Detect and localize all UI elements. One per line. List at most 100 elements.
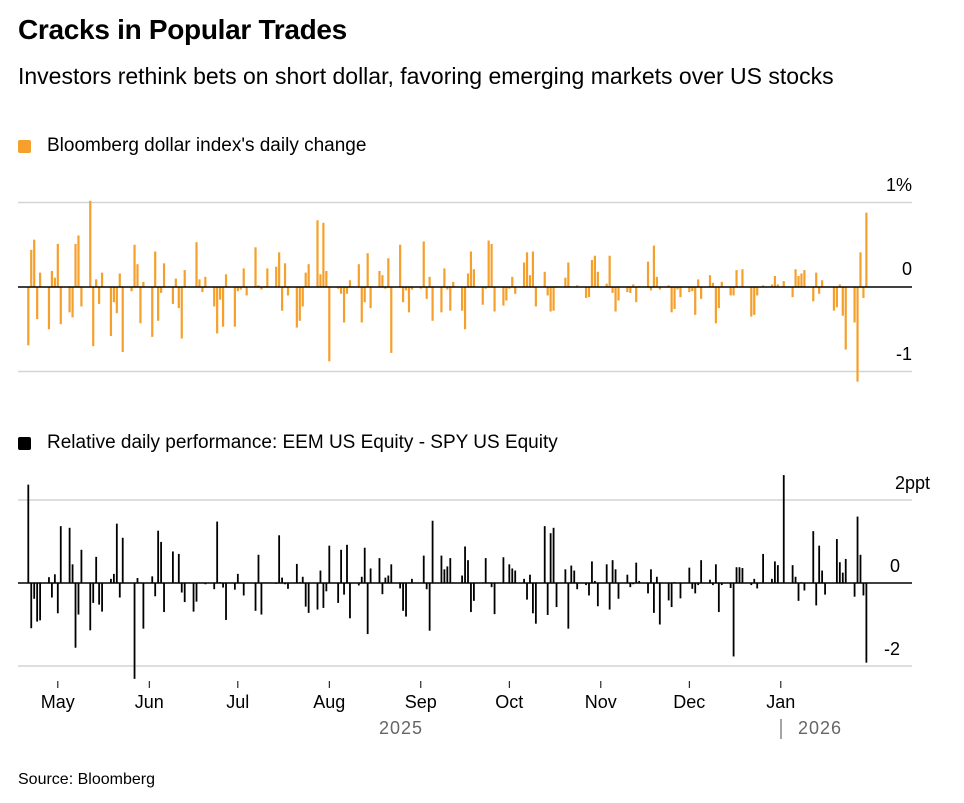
- bar: [490, 243, 493, 287]
- bar: [761, 285, 765, 287]
- bar: [493, 583, 496, 615]
- bar: [584, 287, 588, 298]
- bar: [646, 261, 650, 287]
- bar: [549, 533, 552, 583]
- y-tick-label: -1: [895, 344, 912, 364]
- bar: [770, 284, 774, 287]
- bar: [410, 287, 414, 290]
- bar: [738, 567, 741, 583]
- legend-swatch-black: [18, 436, 31, 450]
- bar: [198, 279, 201, 287]
- bar: [529, 574, 531, 583]
- bar: [782, 281, 785, 287]
- bar: [466, 273, 470, 287]
- month-label-may: May: [40, 692, 75, 712]
- bar: [177, 287, 180, 309]
- bar: [658, 583, 661, 625]
- bar: [487, 240, 490, 287]
- bar: [514, 287, 517, 294]
- bar: [647, 583, 649, 594]
- bar: [694, 583, 697, 594]
- bar: [51, 583, 53, 598]
- bar: [821, 280, 824, 287]
- bar: [667, 285, 670, 287]
- bar: [204, 276, 207, 287]
- bar: [720, 281, 723, 287]
- bar: [614, 287, 617, 312]
- bar: [307, 583, 310, 613]
- bar: [95, 556, 98, 583]
- bar: [756, 583, 759, 589]
- bar: [39, 272, 42, 287]
- bar: [322, 222, 325, 287]
- bar: [381, 275, 384, 287]
- bar: [587, 287, 591, 298]
- bar: [254, 247, 257, 287]
- bar: [407, 287, 411, 313]
- bar: [473, 583, 475, 601]
- bar: [121, 287, 124, 353]
- y-tick-label: 1%: [885, 175, 912, 195]
- bar: [652, 245, 656, 287]
- bar: [626, 574, 629, 583]
- bar: [844, 287, 847, 350]
- bar: [431, 287, 434, 321]
- bar: [611, 287, 614, 293]
- bar: [803, 583, 806, 591]
- bar: [298, 287, 301, 321]
- bar: [109, 287, 113, 337]
- bar: [596, 583, 599, 607]
- bar: [183, 583, 186, 603]
- bar: [714, 564, 717, 583]
- bar: [245, 287, 248, 296]
- bar: [118, 273, 121, 287]
- bar: [472, 269, 476, 287]
- bar: [74, 583, 77, 648]
- bar: [449, 558, 452, 583]
- bar: [71, 564, 74, 583]
- legend-equity: Relative daily performance: EEM US Equit…: [18, 432, 558, 454]
- bar: [33, 239, 36, 287]
- bar: [47, 287, 51, 330]
- bar: [711, 282, 715, 287]
- bar: [118, 583, 121, 598]
- bar: [514, 570, 517, 583]
- bar: [493, 287, 496, 312]
- bar: [307, 264, 310, 287]
- bar: [794, 269, 797, 287]
- source-note: Source: Bloomberg: [18, 771, 155, 788]
- bar: [233, 583, 236, 590]
- bar: [387, 258, 390, 287]
- bar: [700, 287, 703, 299]
- bar: [266, 268, 269, 287]
- bar: [349, 583, 351, 619]
- bar: [650, 569, 652, 583]
- bar: [50, 270, 54, 287]
- bar: [555, 583, 558, 608]
- bar: [402, 583, 404, 611]
- bar: [776, 565, 779, 583]
- bar: [171, 287, 174, 304]
- bar: [381, 583, 384, 595]
- bar: [48, 577, 50, 583]
- bar: [411, 578, 413, 583]
- bar: [821, 570, 824, 583]
- bar: [791, 287, 794, 298]
- bar: [260, 583, 263, 615]
- bar: [92, 287, 95, 347]
- bar: [171, 551, 174, 583]
- bar: [301, 576, 304, 583]
- bar: [304, 272, 307, 287]
- bar: [342, 287, 346, 323]
- year-label-2026: 2026: [798, 718, 843, 738]
- bar: [425, 583, 428, 590]
- bar: [735, 567, 738, 583]
- bar: [183, 270, 186, 287]
- bar: [422, 241, 425, 287]
- bar: [791, 565, 794, 583]
- bar: [112, 287, 115, 303]
- bar: [369, 568, 372, 583]
- month-label-aug: Aug: [313, 692, 346, 712]
- bar: [328, 287, 331, 362]
- bar: [440, 287, 443, 313]
